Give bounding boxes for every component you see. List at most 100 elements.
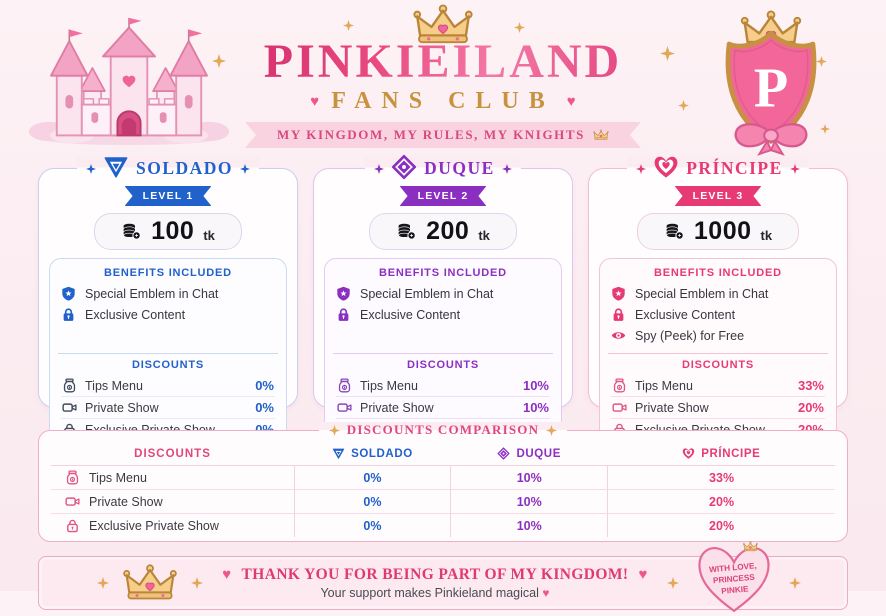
sparkle-icon — [374, 164, 384, 174]
cell-value: 33% — [607, 465, 835, 490]
benefits-box: BENEFITS INCLUDED Special Emblem in Chat… — [324, 258, 562, 445]
soldado-triangle-icon — [332, 447, 345, 460]
benefit-item: Special Emblem in Chat — [61, 283, 275, 304]
table-row: Tips Menu 0% 10% 33% — [51, 465, 835, 490]
column-header-duque: DUQUE — [450, 444, 608, 466]
heart-icon: ♥ — [310, 92, 320, 110]
discount-value: 10% — [522, 378, 549, 393]
video-camera-icon — [65, 494, 80, 509]
discount-row: Tips Menu 10% — [336, 375, 550, 397]
price-currency: tk — [478, 227, 490, 243]
sparkle-icon — [514, 22, 525, 33]
castle-illustration — [28, 17, 230, 146]
tier-card-soldado: SOLDADO LEVEL 1 100 tk BENEFITS INCLUDED… — [38, 157, 298, 445]
heart-icon: ♥ — [222, 566, 232, 583]
discount-row: Tips Menu 33% — [611, 375, 825, 397]
level-badge: LEVEL 3 — [675, 186, 762, 206]
benefits-box: BENEFITS INCLUDED Special Emblem in Chat… — [49, 258, 287, 445]
benefit-label: Special Emblem in Chat — [635, 286, 769, 301]
table-row: Exclusive Private Show 0% 10% 20% — [51, 513, 835, 537]
cell-value: 0% — [293, 513, 451, 537]
heart-icon: ♥ — [638, 566, 648, 583]
sparkle-icon — [343, 20, 354, 31]
tips-jar-icon — [62, 378, 77, 393]
benefit-label: Exclusive Content — [635, 307, 736, 322]
heart-icon: ♥ — [542, 586, 550, 600]
sparkle-icon — [329, 425, 340, 436]
benefit-label: Spy (Peek) for Free — [635, 328, 745, 343]
tier-header: PRÍNCIPE — [589, 157, 847, 180]
benefits-title: BENEFITS INCLUDED — [104, 267, 232, 279]
benefit-label: Special Emblem in Chat — [85, 286, 219, 301]
cell-value: 20% — [607, 489, 835, 514]
price-value: 1000 — [693, 217, 752, 245]
level-badge: LEVEL 2 — [400, 186, 487, 206]
sparkle-icon — [97, 577, 109, 589]
emblem-letter: P — [754, 57, 788, 119]
benefit-item: Special Emblem in Chat — [336, 283, 550, 304]
discount-value: 33% — [797, 378, 824, 393]
tips-jar-icon — [612, 378, 627, 393]
sparkle-icon — [678, 100, 689, 111]
sparkle-icon — [212, 54, 226, 68]
discount-row: Tips Menu 0% — [61, 375, 275, 397]
video-camera-icon — [62, 400, 77, 415]
badge-line3: PINKIE — [721, 584, 750, 595]
sparkle-icon — [636, 164, 646, 174]
coins-icon — [396, 221, 417, 242]
tier-cards-row: SOLDADO LEVEL 1 100 tk BENEFITS INCLUDED… — [38, 157, 848, 445]
level-badge: LEVEL 1 — [125, 186, 212, 206]
shield-star-icon — [336, 286, 351, 301]
video-camera-icon — [337, 400, 352, 415]
benefit-label: Exclusive Content — [360, 307, 461, 322]
discounts-title: DISCOUNTS — [407, 359, 479, 371]
duque-gem-icon — [391, 154, 417, 180]
benefit-item: Special Emblem in Chat — [611, 283, 825, 304]
column-header-discounts: DISCOUNTS — [51, 444, 295, 466]
benefit-item: Spy (Peek) for Free — [611, 325, 825, 346]
benefit-item: Exclusive Content — [611, 304, 825, 325]
tier-name: PRÍNCIPE — [686, 158, 783, 178]
principe-heart-icon — [653, 154, 679, 180]
tips-jar-icon — [337, 378, 352, 393]
discounts-title: DISCOUNTS — [682, 359, 754, 371]
coins-icon — [121, 221, 142, 242]
tier-header: DUQUE — [314, 157, 572, 180]
soldado-triangle-icon — [103, 154, 129, 180]
row-label: Private Show — [89, 494, 163, 509]
cell-value: 0% — [293, 465, 451, 490]
tier-card-principe: PRÍNCIPE LEVEL 3 1000 tk BENEFITS INCLUD… — [588, 168, 848, 445]
thank-you-line: ♥ THANK YOU FOR BEING PART OF MY KINGDOM… — [222, 566, 648, 583]
shield-star-icon — [611, 286, 626, 301]
header: PINKIEILAND ♥ FANS CLUB ♥ MY KINGDOM, MY… — [0, 0, 886, 156]
motto-banner: MY KINGDOM, MY RULES, MY KNIGHTS — [245, 122, 641, 148]
discount-label: Tips Menu — [360, 378, 418, 393]
benefit-item: Exclusive Content — [336, 304, 550, 325]
principe-heart-icon — [682, 447, 695, 460]
sparkle-icon — [667, 577, 679, 589]
page-subtitle: FANS CLUB — [331, 87, 555, 114]
tier-name: SOLDADO — [135, 158, 234, 178]
duque-gem-icon — [497, 447, 510, 460]
lock-icon — [611, 307, 626, 322]
benefits-title: BENEFITS INCLUDED — [654, 267, 782, 279]
benefit-label: Special Emblem in Chat — [360, 286, 494, 301]
price-pill: 1000 tk — [636, 213, 800, 250]
sparkle-icon — [191, 577, 203, 589]
discount-label: Tips Menu — [635, 378, 693, 393]
sparkle-icon — [502, 164, 512, 174]
discount-value: 0% — [255, 400, 274, 415]
eye-icon — [611, 328, 626, 343]
sparkle-icon — [820, 124, 830, 134]
tips-jar-icon — [65, 470, 80, 485]
lock-icon — [61, 307, 76, 322]
discount-label: Tips Menu — [85, 378, 143, 393]
cell-value: 10% — [450, 513, 608, 537]
cell-value: 10% — [450, 465, 608, 490]
benefit-item: Exclusive Content — [61, 304, 275, 325]
comparison-table: DISCOUNTS SOLDADO DUQUE P — [51, 444, 835, 537]
sparkle-icon — [816, 56, 827, 67]
price-pill: 200 tk — [369, 213, 517, 250]
benefits-box: BENEFITS INCLUDED Special Emblem in Chat… — [599, 258, 837, 445]
cell-value: 20% — [607, 513, 835, 537]
